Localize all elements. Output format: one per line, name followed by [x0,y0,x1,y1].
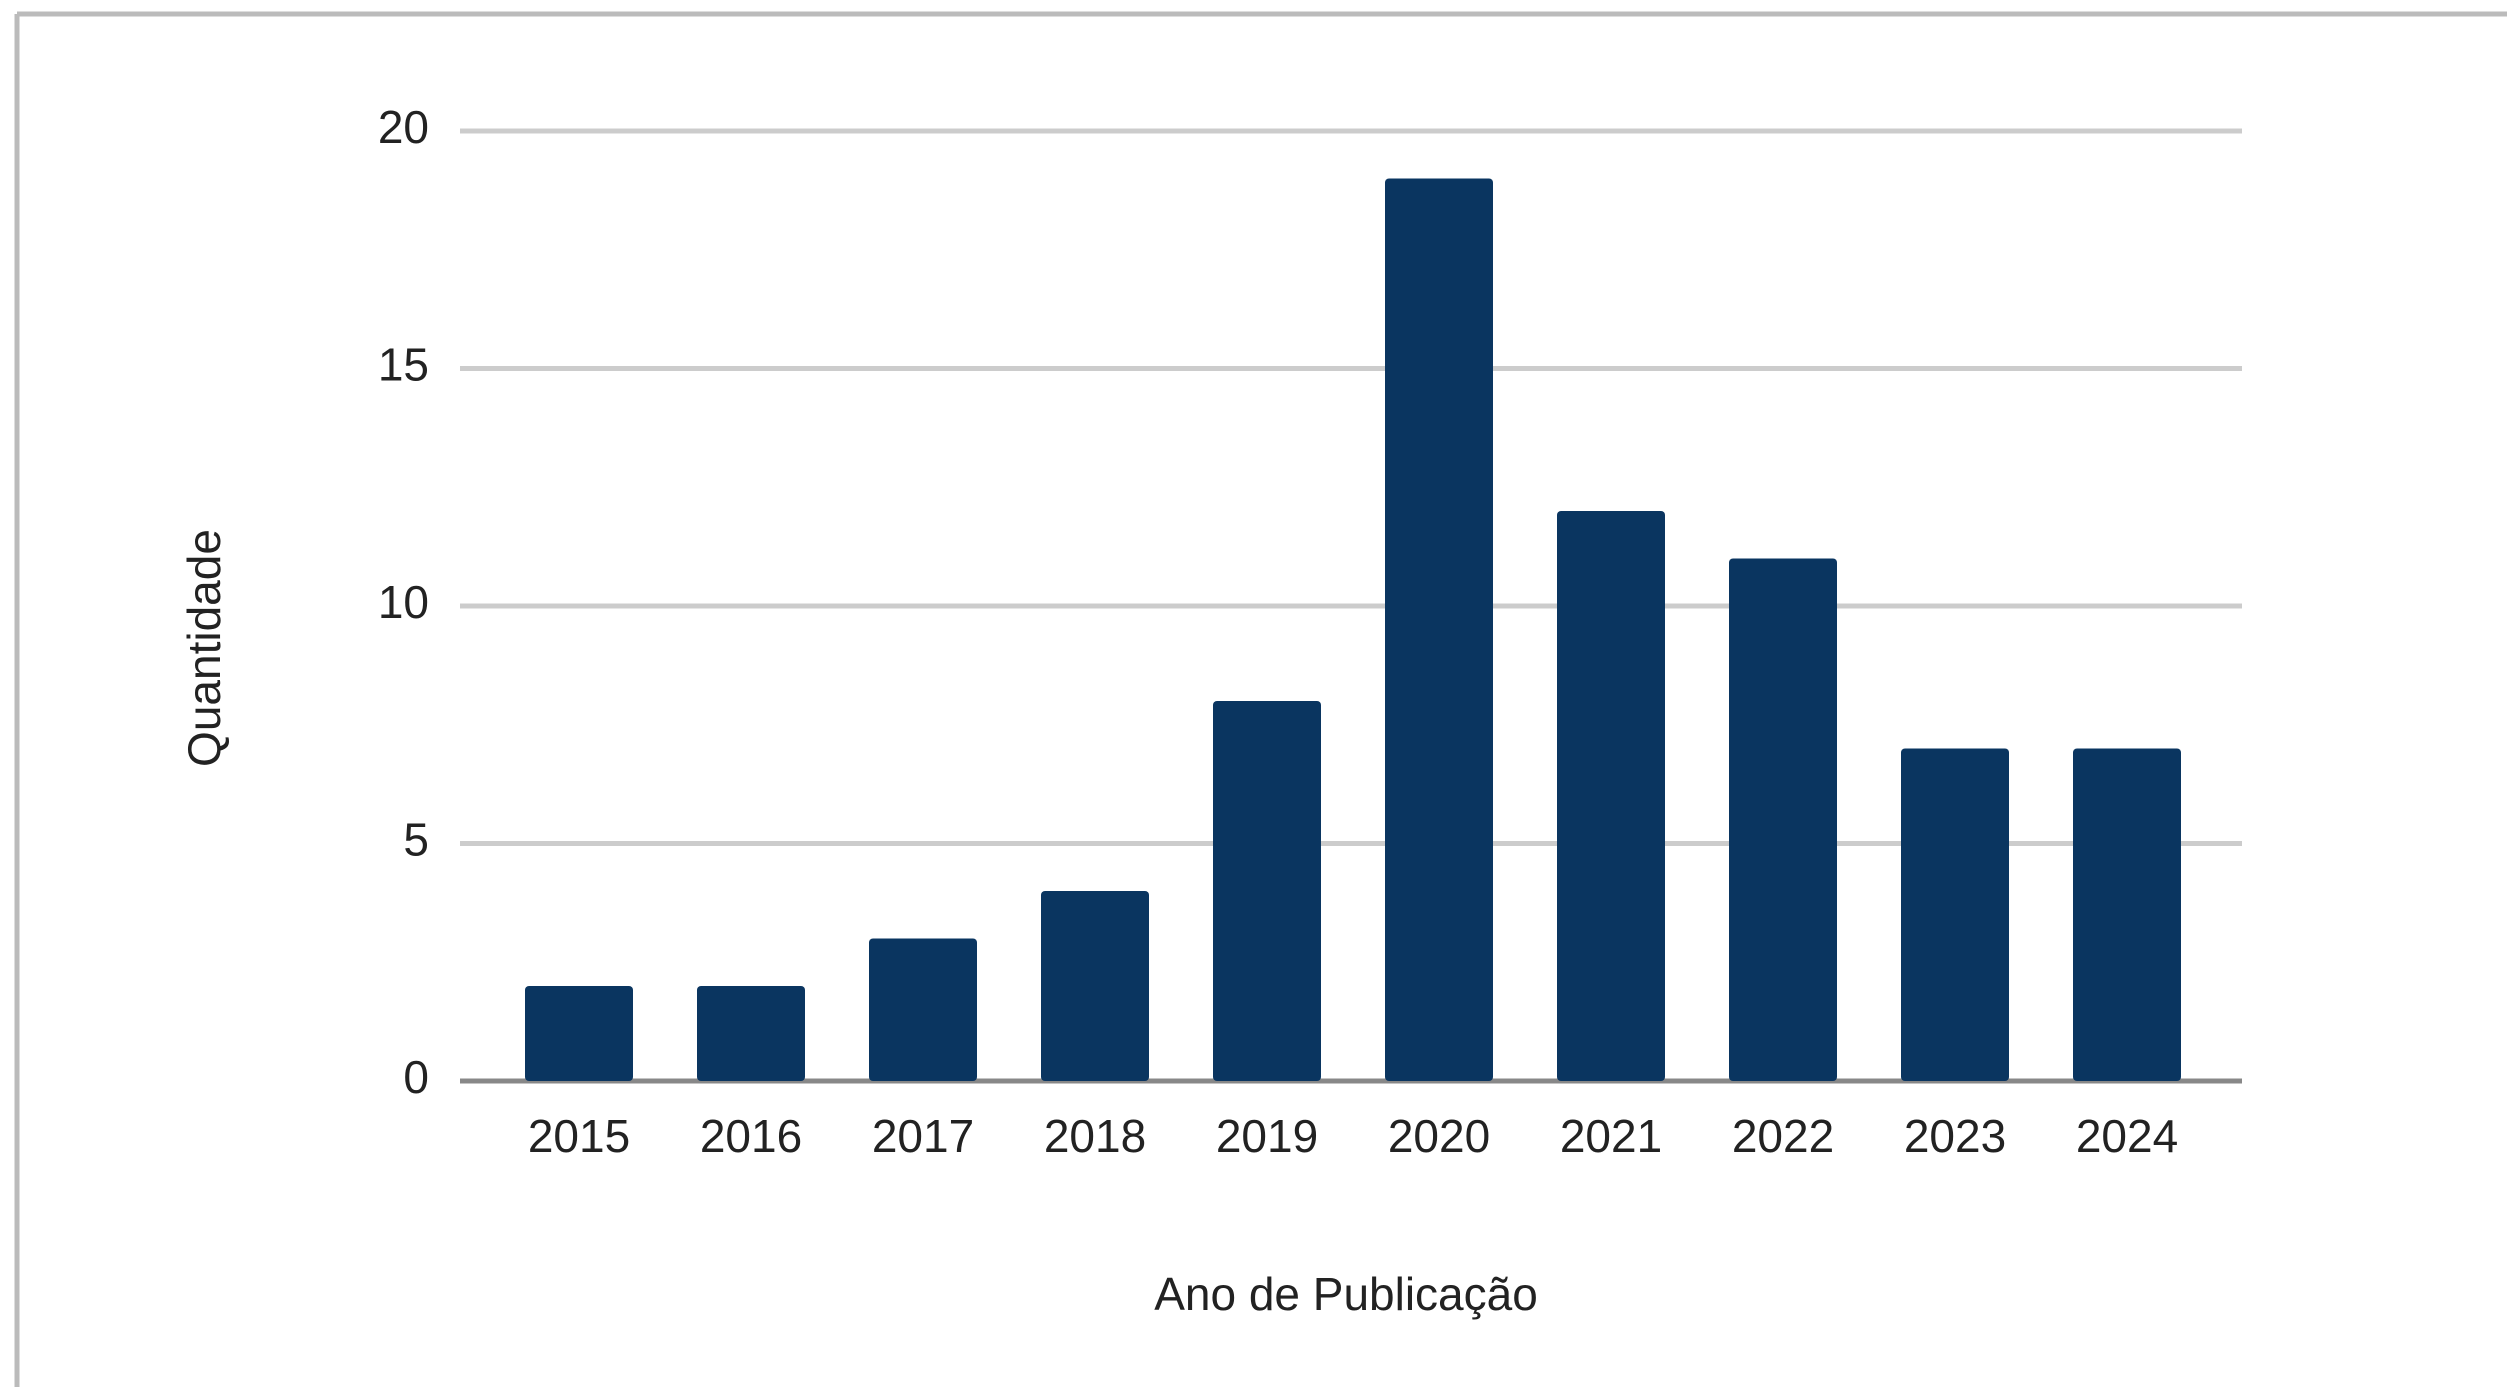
x-tick-label: 2017 [872,1110,974,1162]
y-axis-title: Quantidade [178,529,230,767]
bar [869,938,977,1081]
x-axis-title: Ano de Publicação [1154,1268,1538,1320]
bar [1213,701,1321,1081]
x-tick-label: 2024 [2076,1110,2178,1162]
bar [697,986,805,1081]
bar [1041,891,1149,1081]
x-tick-label: 2016 [700,1110,802,1162]
x-tick-label: 2023 [1904,1110,2006,1162]
y-tick-label: 5 [403,814,429,866]
bar [525,986,633,1081]
bar [1557,511,1665,1081]
x-tick-label: 2020 [1388,1110,1490,1162]
bar [1385,178,1493,1081]
x-tick-label: 2018 [1044,1110,1146,1162]
x-tick-label: 2019 [1216,1110,1318,1162]
bar [1729,558,1837,1081]
y-tick-label: 20 [378,101,429,153]
x-tick-label: 2021 [1560,1110,1662,1162]
x-tick-label: 2015 [528,1110,630,1162]
bar [2073,748,2181,1081]
x-tick-label: 2022 [1732,1110,1834,1162]
y-tick-label: 0 [403,1051,429,1103]
y-tick-label: 10 [378,576,429,628]
y-tick-label: 15 [378,339,429,391]
bar [1901,748,2009,1081]
